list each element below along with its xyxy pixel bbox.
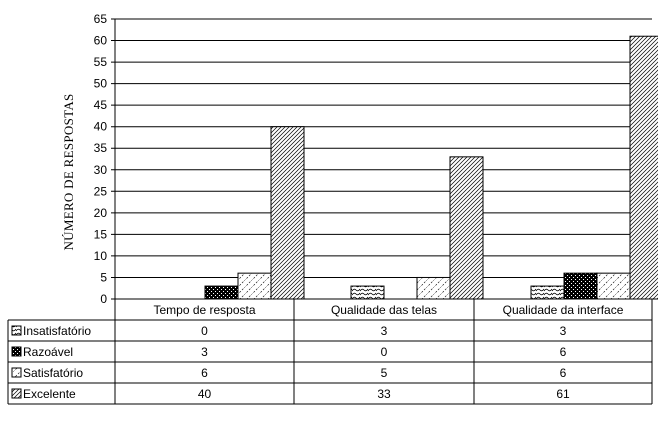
bar-excelente <box>270 126 305 300</box>
table-value: 3 <box>201 345 208 359</box>
y-tick-label: 10 <box>94 249 108 263</box>
y-tick-label: 25 <box>94 184 108 198</box>
legend-series-name: Razoável <box>23 345 73 359</box>
y-tick-label: 65 <box>94 12 108 26</box>
bar-satisfat-rio <box>416 276 451 300</box>
legend-key <box>11 388 22 399</box>
table-value: 3 <box>381 324 388 338</box>
y-tick-label: 15 <box>94 227 108 241</box>
table-value: 6 <box>560 366 567 380</box>
table-value: 0 <box>381 345 388 359</box>
legend-series-name: Excelente <box>23 387 76 401</box>
table-value: 0 <box>201 324 208 338</box>
y-tick-label: 40 <box>94 120 108 134</box>
bar-insatisfat-rio <box>530 285 565 300</box>
y-tick-label: 30 <box>94 163 108 177</box>
y-tick-label: 0 <box>100 292 107 306</box>
bar-satisfat-rio <box>237 272 272 300</box>
y-tick-label: 60 <box>94 34 108 48</box>
bar-razo-vel <box>563 272 598 300</box>
table-value: 3 <box>560 324 567 338</box>
bar-excelente <box>629 35 658 300</box>
y-axis-label: NÚMERO DE RESPOSTAS <box>61 93 76 250</box>
bar-razo-vel <box>204 285 239 300</box>
bar-insatisfat-rio <box>350 285 385 300</box>
y-axis-ticks: 0 5 10 15 20 25 30 35 40 45 50 55 60 65 <box>94 12 108 306</box>
x-category-label: Qualidade das telas <box>331 303 437 317</box>
legend-key <box>11 346 22 357</box>
table-value: 5 <box>381 366 388 380</box>
x-category-label: Tempo de resposta <box>153 303 255 317</box>
table-value: 61 <box>556 387 570 401</box>
y-tick-label: 45 <box>94 98 108 112</box>
table-value: 6 <box>560 345 567 359</box>
table-value: 6 <box>201 366 208 380</box>
y-tick-label: 55 <box>94 55 108 69</box>
x-category-label: Qualidade da interface <box>503 303 624 317</box>
y-tick-label: 35 <box>94 141 108 155</box>
legend-series-name: Satisfatório <box>23 366 83 380</box>
y-tick-label: 5 <box>100 270 107 284</box>
bars <box>204 35 658 300</box>
table-value: 33 <box>377 387 391 401</box>
y-tick-label: 20 <box>94 206 108 220</box>
bar-excelente <box>449 156 484 300</box>
y-tick-label: 50 <box>94 77 108 91</box>
legend-series-name: Insatisfatório <box>23 324 91 338</box>
gridlines <box>111 18 652 300</box>
legend-key <box>11 367 22 378</box>
bar-satisfat-rio <box>596 272 631 300</box>
table-value: 40 <box>198 387 212 401</box>
data-table: Tempo de resposta Qualidade das telas Qual… <box>7 298 653 405</box>
legend-key <box>11 325 22 336</box>
